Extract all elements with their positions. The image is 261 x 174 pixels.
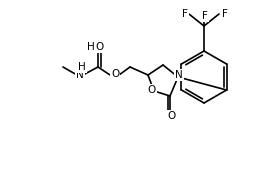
Text: F: F [202, 11, 208, 21]
Text: N: N [76, 70, 84, 80]
Text: H: H [78, 62, 86, 72]
Text: O: O [167, 111, 175, 121]
Text: H: H [87, 42, 95, 52]
Text: F: F [182, 9, 188, 19]
Text: O: O [148, 85, 156, 95]
Text: O: O [95, 42, 103, 52]
Text: N: N [175, 70, 183, 80]
Text: F: F [222, 9, 228, 19]
Text: O: O [111, 69, 119, 79]
